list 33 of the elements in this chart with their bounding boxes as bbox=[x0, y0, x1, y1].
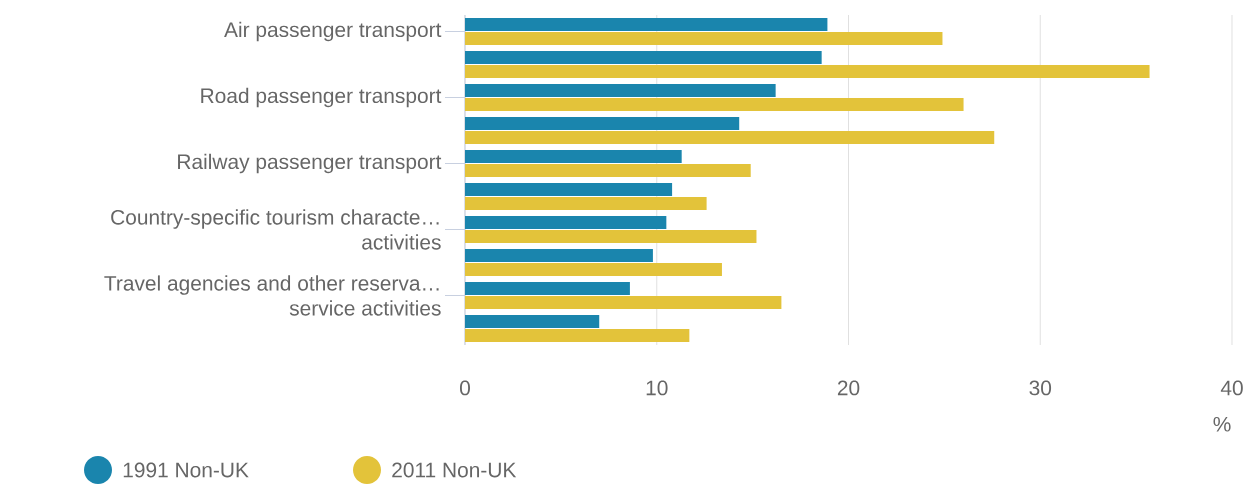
bar bbox=[465, 131, 995, 144]
y-tick-label: Road passenger transport bbox=[201, 87, 442, 108]
bar bbox=[465, 98, 964, 111]
bar bbox=[465, 296, 782, 309]
x-tick-label: 10 bbox=[646, 380, 668, 396]
legend-label: 2011 Non-UK bbox=[392, 462, 517, 478]
bar bbox=[465, 216, 667, 229]
bar bbox=[465, 329, 690, 342]
x-tick-label: 40 bbox=[1220, 380, 1243, 396]
y-tick-label: Country-specific tourism characte… activities bbox=[111, 209, 441, 250]
bar bbox=[465, 249, 653, 262]
bar bbox=[465, 282, 630, 295]
bar bbox=[465, 32, 943, 45]
bar bbox=[465, 150, 682, 163]
bar bbox=[465, 230, 757, 243]
legend-label: 1991 Non-UK bbox=[123, 462, 249, 478]
bar bbox=[465, 18, 828, 31]
bar bbox=[465, 263, 722, 276]
x-tick-label: 30 bbox=[1029, 380, 1052, 396]
bar bbox=[465, 197, 707, 210]
x-tick-label: 20 bbox=[837, 380, 860, 396]
bar bbox=[465, 84, 776, 97]
bar bbox=[465, 183, 673, 196]
x-axis-title: % bbox=[1213, 416, 1231, 432]
bar bbox=[465, 51, 822, 64]
y-tick-label: Air passenger transport bbox=[224, 21, 442, 42]
y-tick-label: Railway passenger transport bbox=[178, 153, 442, 174]
bar bbox=[465, 117, 740, 130]
y-tick-label: Travel agencies and other reserva… service activities bbox=[104, 275, 441, 316]
bar bbox=[465, 164, 751, 177]
x-tick-label: 0 bbox=[459, 380, 470, 396]
bar bbox=[465, 65, 1150, 78]
bar bbox=[465, 315, 600, 328]
